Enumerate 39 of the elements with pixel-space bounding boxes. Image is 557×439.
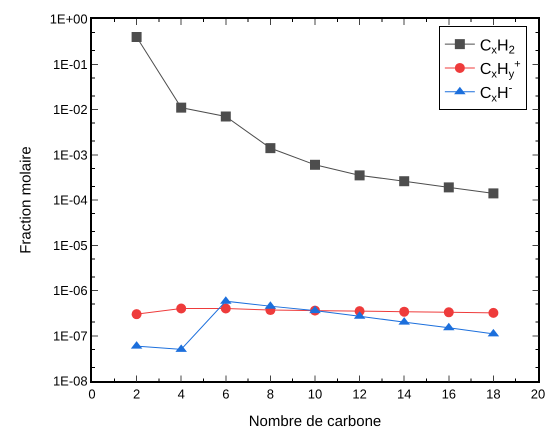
- x-tick-label: 4: [178, 386, 185, 402]
- y-tick-label: 1E-07: [52, 328, 88, 344]
- y-axis-title: Fraction molaire: [17, 146, 34, 254]
- x-tick-label: 14: [396, 386, 412, 402]
- x-tick-label: 6: [222, 386, 230, 402]
- x-axis-title: Nombre de carbone: [248, 412, 382, 430]
- point: [444, 307, 454, 318]
- point: [132, 32, 142, 42]
- y-tick-label: 1E-05: [52, 238, 88, 253]
- y-tick-label: 1E-08: [52, 374, 88, 389]
- point: [220, 304, 231, 314]
- x-tick-label: 16: [442, 386, 456, 402]
- x-tick-label: 12: [352, 386, 367, 402]
- point: [488, 308, 498, 318]
- point: [265, 143, 276, 154]
- y-tick-label: 1E-04: [52, 192, 88, 208]
- point: [488, 188, 498, 198]
- x-tick-label: 8: [266, 386, 274, 402]
- x-tick-label: 0: [88, 386, 96, 402]
- legend-label: C$_{x}$H$_{2}$: [480, 37, 515, 57]
- y-tick-label: 1E-06: [52, 283, 88, 298]
- x-tick-label: 10: [308, 386, 322, 402]
- y-tick-label: 1E-01: [52, 56, 88, 72]
- point: [399, 306, 410, 317]
- x-tick-label: 2: [132, 386, 140, 402]
- y-tick-label: 1E-03: [52, 147, 88, 162]
- point: [310, 160, 320, 170]
- point: [399, 176, 410, 186]
- y-tick-label: 1E+00: [50, 12, 88, 27]
- point: [354, 170, 365, 180]
- point: [220, 112, 231, 122]
- point: [444, 182, 454, 192]
- point: [176, 304, 186, 314]
- x-tick-label: 20: [530, 386, 546, 402]
- x-tick-label: 18: [486, 386, 501, 402]
- legend-label: C$_{x}$H$^{-}$: [480, 82, 513, 104]
- point: [176, 102, 186, 113]
- y-tick-label: 1E-02: [52, 102, 88, 118]
- point: [132, 309, 142, 320]
